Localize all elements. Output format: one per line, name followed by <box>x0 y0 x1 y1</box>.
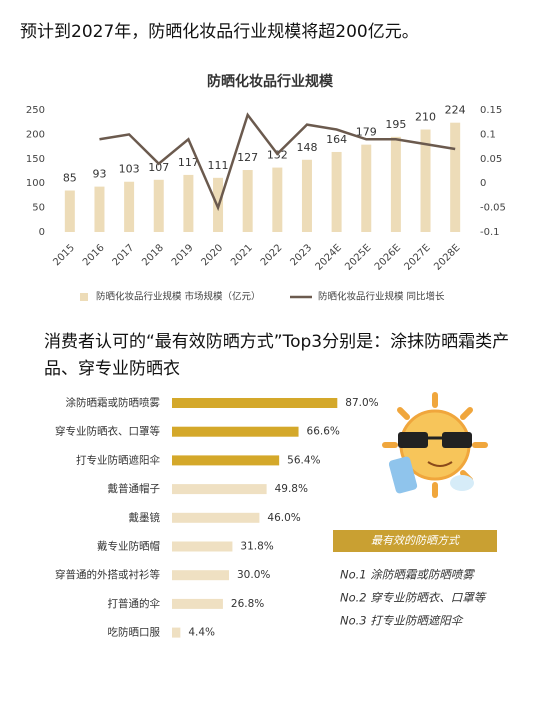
bar <box>242 170 253 232</box>
bar-value-label: 111 <box>208 159 229 172</box>
bar-value-label: 30.0% <box>237 569 270 581</box>
note-item: No.1 涂防晒霜或防晒喷雾 <box>340 568 475 582</box>
sun-icon <box>382 392 488 498</box>
y2-tick-label: 0.15 <box>480 105 502 116</box>
bar <box>420 129 431 232</box>
bar <box>172 426 299 437</box>
bar-value-label: 85 <box>63 172 77 185</box>
bar <box>172 627 181 638</box>
x-tick-label: 2023 <box>288 242 314 268</box>
category-label: 吃防晒口服 <box>108 626 161 639</box>
bar <box>361 144 372 232</box>
bar <box>172 541 233 552</box>
bar <box>172 512 260 523</box>
y-tick-label: 150 <box>26 154 45 165</box>
note-banner <box>333 530 497 552</box>
y2-tick-label: 0.05 <box>480 154 502 165</box>
bar-value-label: 179 <box>356 126 377 139</box>
bar-value-label: 66.6% <box>307 426 340 438</box>
legend-label: 防晒化妆品行业规模 市场规模（亿元） <box>96 291 261 303</box>
bar <box>172 398 338 408</box>
y-tick-label: 250 <box>26 105 45 116</box>
legend-swatch <box>80 293 88 301</box>
chart-title: 防晒化妆品行业规模 <box>207 73 334 90</box>
bar-value-label: 195 <box>385 118 406 131</box>
bar-value-label: 46.0% <box>267 512 300 524</box>
bar <box>331 151 342 232</box>
bar-value-label: 4.4% <box>188 627 215 639</box>
growth-line <box>99 112 456 212</box>
y-tick-label: 200 <box>26 129 45 140</box>
category-label: 穿普通的外搭或衬衫等 <box>55 568 160 581</box>
bar <box>172 598 223 609</box>
category-label: 穿专业防晒衣、口罩等 <box>55 425 160 438</box>
bar-value-label: 127 <box>237 151 258 164</box>
bar <box>64 190 75 232</box>
heading: 预计到2027年，防晒化妆品行业规模将超200亿元。 <box>20 22 419 42</box>
category-label: 戴专业防晒帽 <box>97 540 160 553</box>
bar-value-label: 93 <box>92 168 106 181</box>
x-tick-label: 2026E <box>373 242 403 272</box>
note-title: 最有效的防晒方式 <box>371 534 461 547</box>
bar-value-label: 148 <box>296 141 317 154</box>
note-item: No.2 穿专业防晒衣、口罩等 <box>340 591 488 605</box>
x-tick-label: 2025E <box>343 242 373 272</box>
bar <box>172 484 267 495</box>
bar <box>94 186 105 232</box>
y2-tick-label: 0 <box>480 178 486 189</box>
x-tick-label: 2016 <box>81 242 107 268</box>
x-tick-label: 2017 <box>111 242 137 268</box>
paragraph: 消费者认可的“最有效防晒方式”Top3分别是：涂抹防晒霜类产品、穿专业防晒衣 <box>44 332 510 379</box>
bar-value-label: 224 <box>445 104 466 117</box>
bar-value-label: 87.0% <box>345 397 378 409</box>
bar <box>153 179 164 232</box>
x-tick-label: 2027E <box>403 242 433 272</box>
bar-value-label: 49.8% <box>275 483 308 495</box>
bar-value-label: 117 <box>178 156 199 169</box>
category-label: 戴普通帽子 <box>108 482 161 495</box>
bar <box>272 167 283 232</box>
y-tick-label: 50 <box>32 203 45 214</box>
bar <box>172 570 229 581</box>
bar <box>124 181 135 232</box>
bar-value-label: 56.4% <box>287 454 320 466</box>
y-tick-label: 100 <box>26 178 45 189</box>
bar-value-label: 107 <box>148 161 169 174</box>
bar-value-label: 210 <box>415 111 436 124</box>
x-tick-label: 2018 <box>140 242 166 268</box>
category-label: 涂防晒霜或防晒喷雾 <box>66 396 161 409</box>
bar-value-label: 164 <box>326 133 347 146</box>
bar-value-label: 103 <box>119 163 140 176</box>
y2-tick-label: -0.1 <box>480 227 500 238</box>
y-tick-label: 0 <box>39 227 45 238</box>
bar <box>390 136 401 232</box>
legend-label: 防晒化妆品行业规模 同比增长 <box>318 291 445 303</box>
bar-value-label: 31.8% <box>240 541 273 553</box>
x-tick-label: 2024E <box>314 242 344 272</box>
bar <box>450 122 461 232</box>
x-tick-label: 2019 <box>170 242 196 268</box>
bar-value-label: 26.8% <box>231 598 264 610</box>
x-tick-label: 2020 <box>200 242 226 268</box>
note-item: No.3 打专业防晒遮阳伞 <box>340 614 464 628</box>
y2-tick-label: -0.05 <box>480 203 506 214</box>
category-label: 打专业防晒遮阳伞 <box>76 453 160 466</box>
bar <box>301 159 312 232</box>
x-tick-label: 2022 <box>259 242 285 268</box>
category-label: 戴墨镜 <box>129 511 161 524</box>
x-tick-label: 2028E <box>432 242 462 272</box>
y2-tick-label: 0.1 <box>480 129 496 140</box>
x-tick-label: 2021 <box>229 242 255 268</box>
bar <box>172 455 280 466</box>
bar <box>183 174 194 232</box>
category-label: 打普通的伞 <box>108 597 161 610</box>
x-tick-label: 2015 <box>51 242 77 268</box>
